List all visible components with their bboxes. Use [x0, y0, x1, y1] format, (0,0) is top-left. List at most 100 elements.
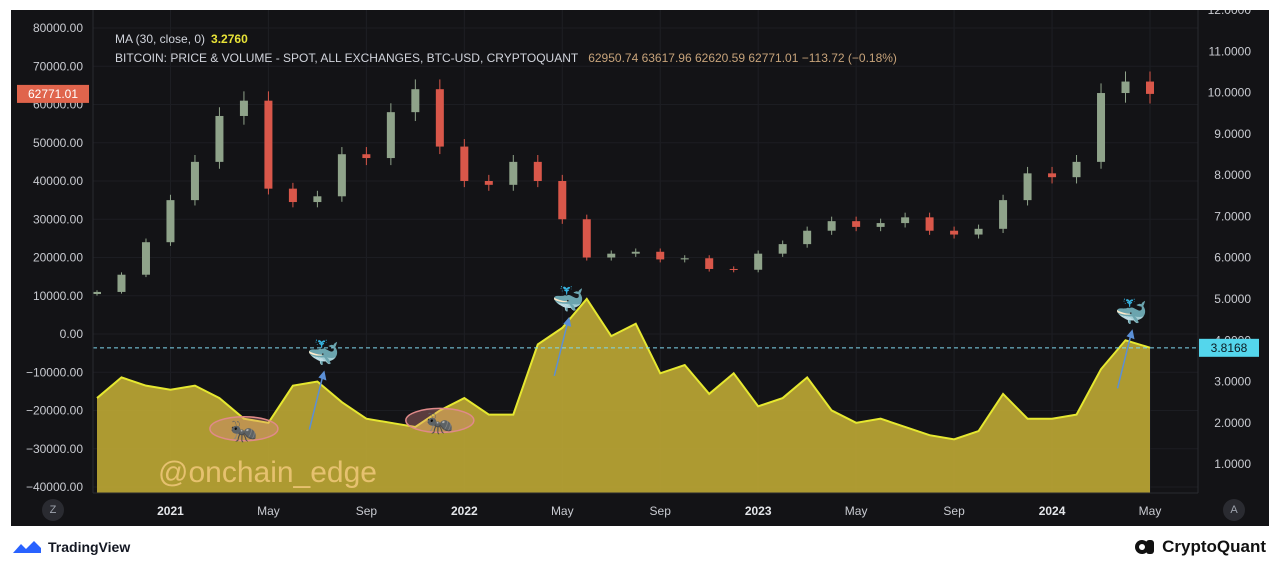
- candle-body: [778, 244, 787, 254]
- candle-body: [950, 230, 959, 235]
- right-tick-label: 9.0000: [1214, 127, 1251, 141]
- price-tag-box: [17, 84, 89, 103]
- x-tick-label: Sep: [650, 504, 672, 518]
- candle-body: [411, 89, 420, 113]
- left-tick-label: −20000.00: [26, 404, 83, 418]
- candle-body: [484, 181, 493, 185]
- legend-series-title: BITCOIN: PRICE & VOLUME - SPOT, ALL EXCH…: [115, 51, 579, 65]
- candle-body: [974, 228, 983, 235]
- right-tick-label: 1.0000: [1214, 457, 1251, 471]
- left-tick-label: 0.00: [60, 327, 84, 341]
- candle-body: [754, 253, 763, 270]
- candle-body: [582, 219, 591, 258]
- left-tick-label: 70000.00: [33, 59, 83, 73]
- arrow-head: [318, 370, 327, 381]
- candle-body: [386, 112, 395, 159]
- left-tick-label: 10000.00: [33, 289, 83, 303]
- candle-body: [607, 253, 616, 258]
- candle-body: [705, 258, 714, 269]
- candle-body: [852, 221, 861, 227]
- candle-body: [239, 100, 248, 116]
- cryptoquant-label: CryptoQuant: [1162, 537, 1266, 556]
- right-tick-label: 5.0000: [1214, 292, 1251, 306]
- candle-body: [827, 221, 836, 231]
- candle-body: [215, 115, 224, 162]
- candle-body: [558, 181, 567, 220]
- zoom-button[interactable]: Z: [42, 499, 64, 521]
- candle-body: [876, 223, 885, 227]
- candle-body: [509, 161, 518, 185]
- whale-icon: 🐳: [1115, 296, 1147, 326]
- candle-body: [729, 268, 738, 270]
- x-tick-label: May: [1139, 504, 1162, 518]
- candle-body: [313, 196, 322, 203]
- candle-body: [925, 217, 934, 231]
- arrow-line: [553, 319, 570, 377]
- candle-body: [166, 200, 175, 243]
- tradingview-logo: TradingView: [12, 536, 130, 558]
- x-tick-label: 2021: [157, 504, 184, 518]
- left-tick-label: −30000.00: [26, 442, 83, 456]
- indicator-line: [96, 297, 1151, 441]
- candle-body: [1048, 173, 1057, 178]
- x-tick-label: 2024: [1039, 504, 1066, 518]
- left-tick-label: 50000.00: [33, 136, 83, 150]
- indicator-tag-label: 3.8168: [1211, 341, 1248, 355]
- ant-icon: 🐜: [426, 410, 453, 435]
- whale-icon: 🐳: [307, 338, 339, 368]
- whale-icon: 🐳: [552, 284, 584, 314]
- right-tick-label: 11.0000: [1209, 44, 1252, 58]
- left-tick-label: 80000.00: [33, 21, 83, 35]
- x-tick-label: May: [551, 504, 574, 518]
- price-tag-label: 62771.01: [28, 87, 78, 101]
- arrow-head: [563, 316, 572, 327]
- cryptoquant-icon: [1135, 540, 1155, 554]
- candle-body: [1121, 81, 1130, 94]
- candle-body: [141, 242, 150, 275]
- candle-body: [1146, 81, 1154, 94]
- arrow-line: [308, 373, 325, 430]
- candle-body: [460, 146, 469, 181]
- left-tick-label: 20000.00: [33, 251, 83, 265]
- x-tick-label: 2022: [451, 504, 478, 518]
- legend-series: BITCOIN: PRICE & VOLUME - SPOT, ALL EXCH…: [115, 51, 897, 65]
- arrow-head: [1126, 329, 1135, 340]
- right-tick-label: 12.0000: [1208, 10, 1252, 17]
- left-tick-label: 40000.00: [33, 174, 83, 188]
- legend-ma: MA (30, close, 0) 3.2760: [115, 32, 248, 46]
- candle-body: [264, 100, 273, 189]
- candle-body: [288, 188, 297, 203]
- candle-body: [362, 154, 371, 159]
- cryptoquant-logo: CryptoQuant: [1134, 536, 1266, 558]
- left-tick-label: 30000.00: [33, 212, 83, 226]
- auto-scale-button[interactable]: A: [1223, 499, 1245, 521]
- x-tick-label: May: [257, 504, 280, 518]
- legend-ohlc: 62950.74 63617.96 62620.59 62771.01 −113…: [588, 51, 897, 65]
- candle-body: [337, 154, 346, 197]
- x-tick-label: Sep: [943, 504, 965, 518]
- right-tick-label: 2.0000: [1214, 416, 1251, 430]
- right-tick-label: 8.0000: [1214, 168, 1251, 182]
- x-tick-label: Sep: [356, 504, 378, 518]
- chart-panel: 🐜 🐳 🐜 🐳 🐳 2021 May Sep 2022 May Sep 2023 May Sep 2024…: [11, 10, 1269, 526]
- tradingview-label: TradingView: [48, 539, 131, 555]
- legend-ma-label: MA (30, close, 0): [115, 32, 206, 46]
- ant-highlight: [209, 415, 279, 442]
- candle-body: [803, 230, 812, 245]
- candle-body: [1097, 93, 1106, 162]
- arrow-line: [1116, 332, 1133, 389]
- left-tick-label: −10000.00: [26, 365, 83, 379]
- watermark: @onchain_edge: [158, 456, 377, 489]
- candle-body: [435, 89, 444, 147]
- candle-body: [1072, 161, 1081, 178]
- candle-body: [1023, 173, 1032, 201]
- x-tick-label: 2023: [745, 504, 772, 518]
- indicator-area: [97, 298, 1150, 493]
- ant-highlight: [405, 407, 475, 434]
- chart-svg: 🐜 🐳 🐜 🐳 🐳 2021 May Sep 2022 May Sep 2023 May Sep 2024…: [17, 10, 1259, 518]
- candle-body: [117, 274, 126, 292]
- candle-body: [533, 161, 542, 181]
- right-tick-label: 7.0000: [1214, 209, 1251, 223]
- candle-body: [190, 161, 199, 201]
- right-tick-label: 6.0000: [1214, 251, 1251, 265]
